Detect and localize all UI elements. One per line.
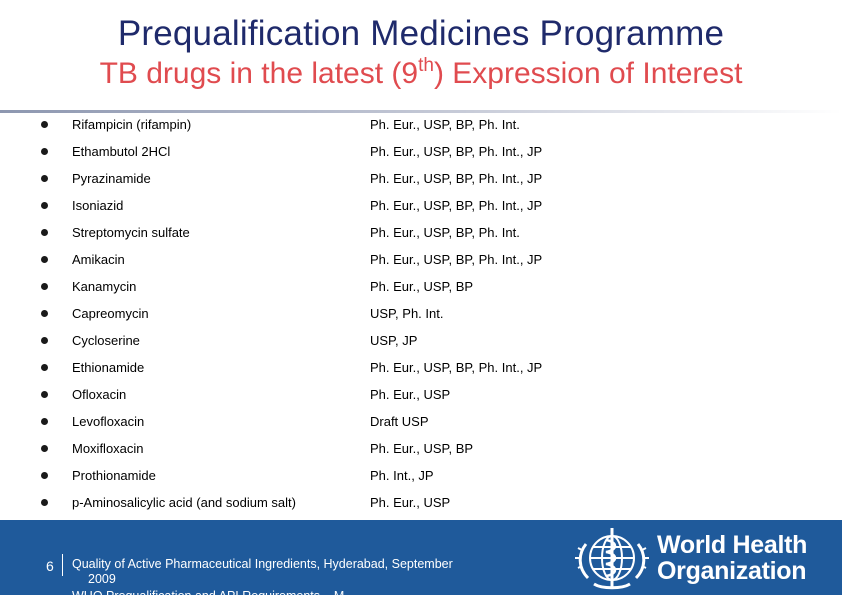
title-divider [0, 110, 842, 113]
drug-pharmacopoeias: Ph. Int., JP [370, 468, 434, 483]
footer-bar: 6 Quality of Active Pharmaceutical Ingre… [0, 520, 842, 603]
drug-name: p-Aminosalicylic acid (and sodium salt) [72, 495, 296, 510]
drug-pharmacopoeias: Ph. Eur., USP, BP, Ph. Int., JP [370, 360, 543, 375]
drug-pharmacopoeias: Ph. Eur., USP, BP [370, 441, 474, 456]
footer-caption-line2: 2009 [88, 572, 116, 586]
drug-name: Pyrazinamide [72, 171, 151, 186]
list-item: Levofloxacin Draft USP [0, 413, 842, 440]
list-item: Kanamycin Ph. Eur., USP, BP [0, 278, 842, 305]
drug-name: Cycloserine [72, 333, 140, 348]
round-bullet-icon [41, 391, 48, 398]
list-item: Pyrazinamide Ph. Eur., USP, BP, Ph. Int.,… [0, 170, 842, 197]
footer-caption-line3: WHO Prequalification and API Requirement… [72, 589, 355, 603]
list-item: Amikacin Ph. Eur., USP, BP, Ph. Int., JP [0, 251, 842, 278]
drug-pharmacopoeias: Ph. Eur., USP, BP, Ph. Int., JP [370, 171, 543, 186]
drug-pharmacopoeias: Ph. Eur., USP, BP, Ph. Int., JP [370, 144, 543, 159]
drug-name: Isoniazid [72, 198, 124, 213]
round-bullet-icon [41, 283, 48, 290]
subtitle-text-end: ) Expression of Interest [433, 57, 743, 90]
round-bullet-icon [41, 310, 48, 317]
list-item: Ethionamide Ph. Eur., USP, BP, Ph. Int., … [0, 359, 842, 386]
list-item: Ofloxacin Ph. Eur., USP [0, 386, 842, 413]
drug-name: Levofloxacin [72, 414, 145, 429]
round-bullet-icon [41, 364, 48, 371]
drug-pharmacopoeias: Ph. Eur., USP, BP, Ph. Int. [370, 225, 520, 240]
footer-caption: Quality of Active Pharmaceutical Ingredi… [72, 557, 542, 587]
subtitle-superscript: th [418, 55, 434, 76]
drug-pharmacopoeias: Ph. Eur., USP, BP [370, 279, 474, 294]
list-item: Streptomycin sulfate Ph. Eur., USP, BP, P… [0, 224, 842, 251]
drug-name: Rifampicin (rifampin) [72, 117, 192, 132]
round-bullet-icon [41, 256, 48, 263]
drug-pharmacopoeias: Draft USP [370, 414, 429, 429]
list-item: Prothionamide Ph. Int., JP [0, 467, 842, 494]
page-subtitle: TB drugs in the latest (9th) Expression … [0, 55, 842, 91]
round-bullet-icon [41, 499, 48, 506]
list-item: Ethambutol 2HCl Ph. Eur., USP, BP, Ph. In… [0, 143, 842, 170]
footer-separator [62, 554, 63, 576]
round-bullet-icon [41, 175, 48, 182]
round-bullet-icon [41, 121, 48, 128]
page-title: Prequalification Medicines Programme [117, 14, 725, 53]
list-item: Moxifloxacin Ph. Eur., USP, BP [0, 440, 842, 467]
drug-name: Kanamycin [72, 279, 137, 294]
round-bullet-icon [41, 337, 48, 344]
drug-pharmacopoeias: USP, JP [370, 333, 418, 348]
drug-pharmacopoeias: Ph. Eur., USP [370, 387, 451, 402]
drug-pharmacopoeias: Ph. Eur., USP, BP, Ph. Int. [370, 117, 520, 132]
round-bullet-icon [41, 202, 48, 209]
subtitle-text-start: TB drugs in the latest (9 [99, 57, 419, 90]
drug-name: Moxifloxacin [72, 441, 144, 456]
drug-pharmacopoeias: Ph. Eur., USP, BP, Ph. Int., JP [370, 198, 543, 213]
who-wordmark-line1: World Health [657, 531, 808, 559]
drug-name: Ofloxacin [72, 387, 127, 402]
drug-name: Streptomycin sulfate [72, 225, 190, 240]
round-bullet-icon [41, 445, 48, 452]
list-item: Isoniazid Ph. Eur., USP, BP, Ph. Int., JP [0, 197, 842, 224]
drug-pharmacopoeias: USP, Ph. Int. [370, 306, 444, 321]
drug-name: Prothionamide [72, 468, 156, 483]
page-number: 6 [46, 558, 54, 574]
list-item: Rifampicin (rifampin) Ph. Eur., USP, BP, … [0, 116, 842, 143]
drug-name: Ethambutol 2HCl [72, 144, 171, 159]
round-bullet-icon [41, 148, 48, 155]
drug-name: Amikacin [72, 252, 125, 267]
drug-pharmacopoeias: Ph. Eur., USP [370, 495, 451, 510]
who-wordmark-line2: Organization [657, 557, 807, 585]
list-item: Cycloserine USP, JP [0, 332, 842, 359]
round-bullet-icon [41, 418, 48, 425]
who-wordmark: World Health Organization [657, 532, 807, 584]
round-bullet-icon [41, 472, 48, 479]
drug-name: Capreomycin [72, 306, 149, 321]
who-emblem-icon [575, 528, 649, 590]
round-bullet-icon [41, 229, 48, 236]
drug-pharmacopoeias: Ph. Eur., USP, BP, Ph. Int., JP [370, 252, 543, 267]
drug-name: Ethionamide [72, 360, 145, 375]
footer-caption-line1: Quality of Active Pharmaceutical Ingredi… [72, 557, 453, 571]
list-item: p-Aminosalicylic acid (and sodium salt) P… [0, 494, 842, 521]
list-item: Capreomycin USP, Ph. Int. [0, 305, 842, 332]
